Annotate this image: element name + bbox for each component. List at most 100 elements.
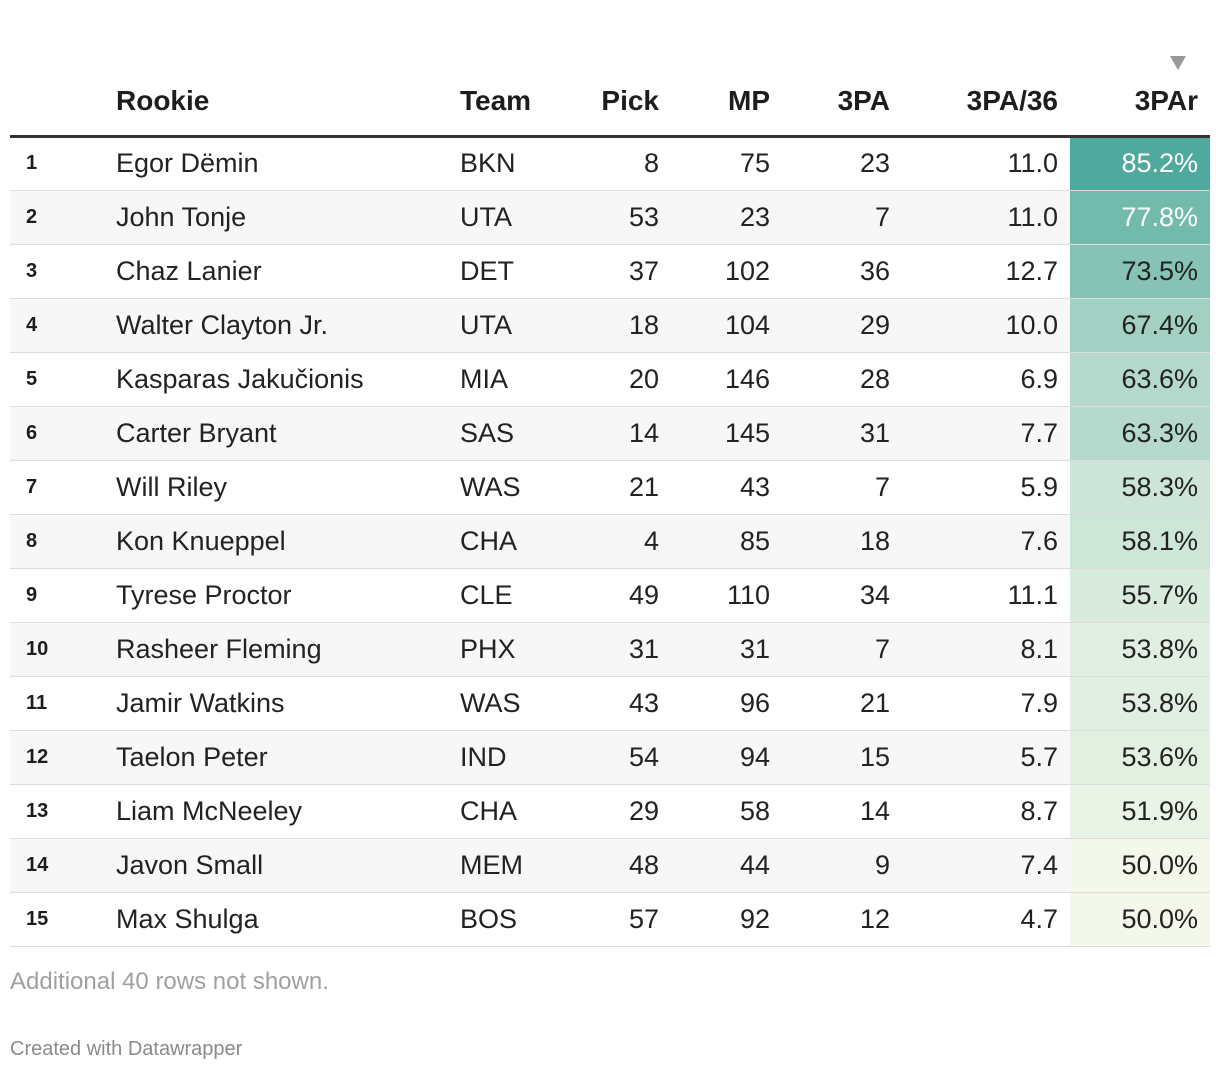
three-pa-per-36-cell: 11.0 xyxy=(902,190,1070,245)
team-cell: PHX xyxy=(460,622,560,677)
three-pa-cell: 12 xyxy=(782,892,902,947)
datawrapper-credit: Created with Datawrapper xyxy=(10,1038,243,1060)
mp-cell: 94 xyxy=(671,730,782,785)
team-cell: CHA xyxy=(460,514,560,569)
mp-cell: 110 xyxy=(671,568,782,623)
three-par-cell: 50.0% xyxy=(1070,892,1210,947)
rookie-cell: Max Shulga xyxy=(116,892,460,947)
header-3par-label: 3PAr xyxy=(1134,84,1198,116)
pick-cell: 8 xyxy=(560,136,671,191)
three-pa-per-36-cell: 11.1 xyxy=(902,568,1070,623)
table-body: 1 Egor Dëmin BKN 8 75 23 11.0 85.2% 2 John Tonje U… xyxy=(10,136,1210,947)
rookie-cell: Tyrese Proctor xyxy=(116,568,460,623)
rookie-cell: Egor Dëmin xyxy=(116,136,460,191)
three-pa-per-36-cell: 8.1 xyxy=(902,622,1070,677)
header-team[interactable]: Team xyxy=(460,0,560,138)
team-cell: SAS xyxy=(460,406,560,461)
mp-cell: 44 xyxy=(671,838,782,893)
three-pa-cell: 36 xyxy=(782,244,902,299)
pick-cell: 53 xyxy=(560,190,671,245)
team-cell: DET xyxy=(460,244,560,299)
table-row: 14 Javon Small MEM 48 44 9 7.4 50.0% xyxy=(10,838,1210,893)
mp-cell: 85 xyxy=(671,514,782,569)
rookie-cell: Javon Small xyxy=(116,838,460,893)
rank-cell: 13 xyxy=(10,784,116,839)
team-cell: UTA xyxy=(460,190,560,245)
team-cell: MIA xyxy=(460,352,560,407)
three-pa-per-36-cell: 4.7 xyxy=(902,892,1070,947)
team-cell: WAS xyxy=(460,460,560,515)
mp-cell: 146 xyxy=(671,352,782,407)
three-par-cell: 73.5% xyxy=(1070,244,1210,299)
three-pa-per-36-cell: 5.7 xyxy=(902,730,1070,785)
rookie-3par-table: Rookie Team Pick MP 3PA 3PA/36 3PAr 1 Ego… xyxy=(10,0,1210,947)
table-row: 9 Tyrese Proctor CLE 49 110 34 11.1 55.7% xyxy=(10,568,1210,623)
mp-cell: 75 xyxy=(671,136,782,191)
three-pa-per-36-cell: 6.9 xyxy=(902,352,1070,407)
three-pa-cell: 18 xyxy=(782,514,902,569)
three-par-cell: 53.6% xyxy=(1070,730,1210,785)
team-cell: IND xyxy=(460,730,560,785)
three-pa-cell: 7 xyxy=(782,190,902,245)
team-cell: WAS xyxy=(460,676,560,731)
three-pa-per-36-cell: 12.7 xyxy=(902,244,1070,299)
three-pa-cell: 7 xyxy=(782,622,902,677)
mp-cell: 92 xyxy=(671,892,782,947)
pick-cell: 4 xyxy=(560,514,671,569)
three-pa-cell: 31 xyxy=(782,406,902,461)
rank-cell: 8 xyxy=(10,514,116,569)
three-par-cell: 50.0% xyxy=(1070,838,1210,893)
rank-cell: 11 xyxy=(10,676,116,731)
mp-cell: 43 xyxy=(671,460,782,515)
mp-cell: 58 xyxy=(671,784,782,839)
header-3pa36[interactable]: 3PA/36 xyxy=(902,0,1070,138)
pick-cell: 20 xyxy=(560,352,671,407)
three-par-cell: 67.4% xyxy=(1070,298,1210,353)
rank-cell: 9 xyxy=(10,568,116,623)
team-cell: BKN xyxy=(460,136,560,191)
rank-cell: 1 xyxy=(10,136,116,191)
three-par-cell: 53.8% xyxy=(1070,676,1210,731)
mp-cell: 23 xyxy=(671,190,782,245)
three-pa-per-36-cell: 7.6 xyxy=(902,514,1070,569)
three-par-cell: 77.8% xyxy=(1070,190,1210,245)
rookie-cell: Taelon Peter xyxy=(116,730,460,785)
rank-cell: 12 xyxy=(10,730,116,785)
table-notes: Additional 40 rows not shown. xyxy=(10,968,329,995)
pick-cell: 18 xyxy=(560,298,671,353)
header-rank[interactable] xyxy=(10,0,116,138)
rank-cell: 15 xyxy=(10,892,116,947)
three-pa-cell: 34 xyxy=(782,568,902,623)
three-par-cell: 51.9% xyxy=(1070,784,1210,839)
three-pa-per-36-cell: 10.0 xyxy=(902,298,1070,353)
header-pick[interactable]: Pick xyxy=(560,0,671,138)
rank-cell: 2 xyxy=(10,190,116,245)
three-pa-per-36-cell: 7.9 xyxy=(902,676,1070,731)
three-pa-per-36-cell: 11.0 xyxy=(902,136,1070,191)
table-row: 15 Max Shulga BOS 57 92 12 4.7 50.0% xyxy=(10,892,1210,947)
header-3pa[interactable]: 3PA xyxy=(782,0,902,138)
three-par-cell: 63.3% xyxy=(1070,406,1210,461)
mp-cell: 145 xyxy=(671,406,782,461)
three-pa-cell: 7 xyxy=(782,460,902,515)
team-cell: CLE xyxy=(460,568,560,623)
rookie-cell: Kon Knueppel xyxy=(116,514,460,569)
three-pa-per-36-cell: 7.4 xyxy=(902,838,1070,893)
three-pa-cell: 9 xyxy=(782,838,902,893)
header-mp[interactable]: MP xyxy=(671,0,782,138)
rookie-cell: John Tonje xyxy=(116,190,460,245)
header-rookie[interactable]: Rookie xyxy=(116,0,460,138)
mp-cell: 31 xyxy=(671,622,782,677)
three-par-cell: 85.2% xyxy=(1070,136,1210,191)
table-header-row: Rookie Team Pick MP 3PA 3PA/36 3PAr xyxy=(10,0,1210,138)
table-row: 1 Egor Dëmin BKN 8 75 23 11.0 85.2% xyxy=(10,136,1210,191)
team-cell: BOS xyxy=(460,892,560,947)
pick-cell: 54 xyxy=(560,730,671,785)
rookie-cell: Liam McNeeley xyxy=(116,784,460,839)
header-3par[interactable]: 3PAr xyxy=(1070,0,1210,138)
table-row: 8 Kon Knueppel CHA 4 85 18 7.6 58.1% xyxy=(10,514,1210,569)
three-pa-per-36-cell: 5.9 xyxy=(902,460,1070,515)
rank-cell: 7 xyxy=(10,460,116,515)
three-pa-per-36-cell: 8.7 xyxy=(902,784,1070,839)
three-pa-cell: 14 xyxy=(782,784,902,839)
